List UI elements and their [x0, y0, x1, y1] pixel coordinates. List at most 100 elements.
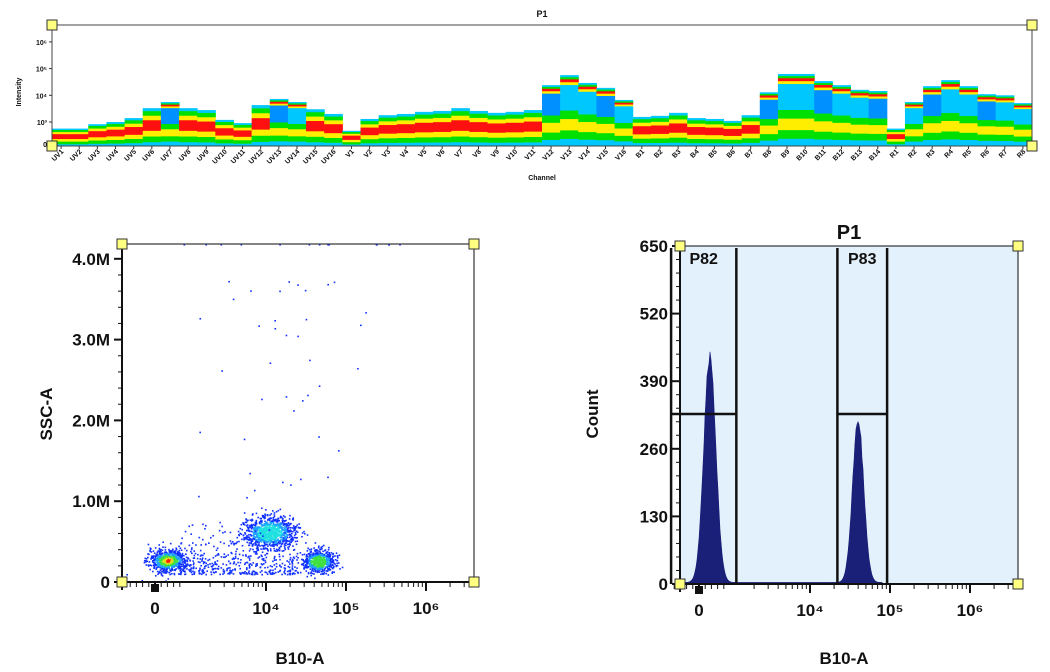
- event-point: [196, 557, 199, 560]
- event-point: [216, 547, 219, 550]
- intensity-band: [160, 106, 180, 109]
- intensity-band: [142, 120, 162, 132]
- gate-handle[interactable]: [1026, 140, 1038, 152]
- event-point: [166, 561, 169, 564]
- event-point: [273, 572, 276, 575]
- event-point: [161, 554, 163, 557]
- event-point: [149, 547, 152, 549]
- event-point: [248, 570, 250, 572]
- event-point: [162, 556, 165, 559]
- event-point: [285, 334, 288, 337]
- event-point: [151, 555, 153, 558]
- event-point: [210, 571, 212, 573]
- intensity-band: [414, 111, 434, 116]
- intensity-band: [959, 132, 979, 141]
- event-point: [171, 553, 174, 555]
- gate-handle[interactable]: [674, 578, 686, 590]
- event-point: [282, 533, 285, 535]
- event-point: [263, 515, 266, 518]
- event-point: [268, 523, 271, 526]
- gate-handle[interactable]: [1012, 240, 1024, 252]
- event-point: [239, 572, 241, 574]
- event-point: [296, 552, 299, 555]
- event-point: [215, 549, 218, 552]
- event-point: [275, 527, 278, 530]
- gate-handle[interactable]: [468, 238, 480, 250]
- gate-label: P83: [848, 251, 877, 268]
- event-point: [247, 538, 249, 541]
- gate-handle[interactable]: [46, 19, 58, 31]
- intensity-band: [523, 137, 543, 143]
- event-point: [284, 523, 286, 526]
- plot-frame: [121, 243, 475, 583]
- event-point: [168, 551, 171, 554]
- event-point: [169, 573, 171, 576]
- event-point: [188, 544, 191, 547]
- event-point: [171, 572, 173, 575]
- intensity-band: [796, 81, 815, 85]
- intensity-band: [469, 142, 489, 147]
- zero-marker: [695, 586, 703, 594]
- intensity-band: [451, 136, 470, 143]
- gate-handle[interactable]: [1012, 578, 1024, 590]
- event-point: [275, 532, 278, 534]
- event-point: [246, 519, 249, 522]
- event-point: [310, 572, 312, 575]
- gate-handle[interactable]: [46, 140, 58, 152]
- intensity-band: [124, 143, 144, 147]
- event-point: [303, 561, 306, 564]
- event-point: [243, 537, 246, 539]
- event-point: [253, 534, 255, 537]
- event-point: [289, 523, 291, 526]
- intensity-band: [796, 138, 815, 147]
- intensity-band: [287, 108, 307, 125]
- event-point: [282, 555, 284, 558]
- event-point: [169, 542, 172, 545]
- intensity-band: [741, 133, 761, 139]
- event-point: [277, 529, 280, 531]
- y-tick-label: 650: [640, 237, 668, 256]
- intensity-band: [687, 139, 706, 144]
- event-point: [327, 244, 329, 246]
- event-point: [293, 548, 296, 551]
- gate-p83[interactable]: P83: [836, 248, 889, 584]
- intensity-band: [269, 101, 289, 105]
- event-point: [266, 526, 269, 528]
- event-point: [252, 562, 255, 564]
- event-point: [328, 562, 331, 565]
- gate-handle[interactable]: [116, 238, 128, 250]
- event-point: [258, 541, 260, 544]
- event-point: [292, 525, 295, 527]
- event-point: [306, 562, 309, 565]
- event-point: [327, 569, 330, 571]
- event-point: [246, 496, 248, 499]
- event-point: [262, 540, 265, 543]
- event-point: [298, 523, 300, 525]
- event-point: [160, 548, 162, 551]
- intensity-band: [342, 133, 362, 137]
- event-point: [191, 573, 194, 576]
- gate-p82[interactable]: P82: [669, 248, 738, 584]
- event-point: [203, 561, 206, 564]
- intensity-band: [88, 143, 107, 147]
- event-point: [239, 527, 242, 530]
- event-point: [289, 526, 292, 529]
- event-point: [338, 554, 341, 556]
- intensity-band: [741, 138, 761, 144]
- event-point: [313, 560, 315, 562]
- event-point: [145, 560, 148, 562]
- gate-handle[interactable]: [468, 576, 480, 588]
- event-point: [308, 244, 311, 246]
- event-point: [170, 570, 172, 572]
- event-point: [272, 516, 275, 519]
- gate-handle[interactable]: [116, 576, 128, 588]
- intensity-band: [487, 115, 507, 120]
- event-point: [256, 573, 259, 575]
- event-point: [251, 544, 254, 547]
- gate-handle[interactable]: [674, 240, 686, 252]
- event-point: [272, 518, 275, 521]
- event-point: [261, 558, 264, 560]
- gate-handle[interactable]: [1026, 19, 1038, 31]
- intensity-band: [487, 112, 507, 117]
- event-point: [312, 554, 315, 557]
